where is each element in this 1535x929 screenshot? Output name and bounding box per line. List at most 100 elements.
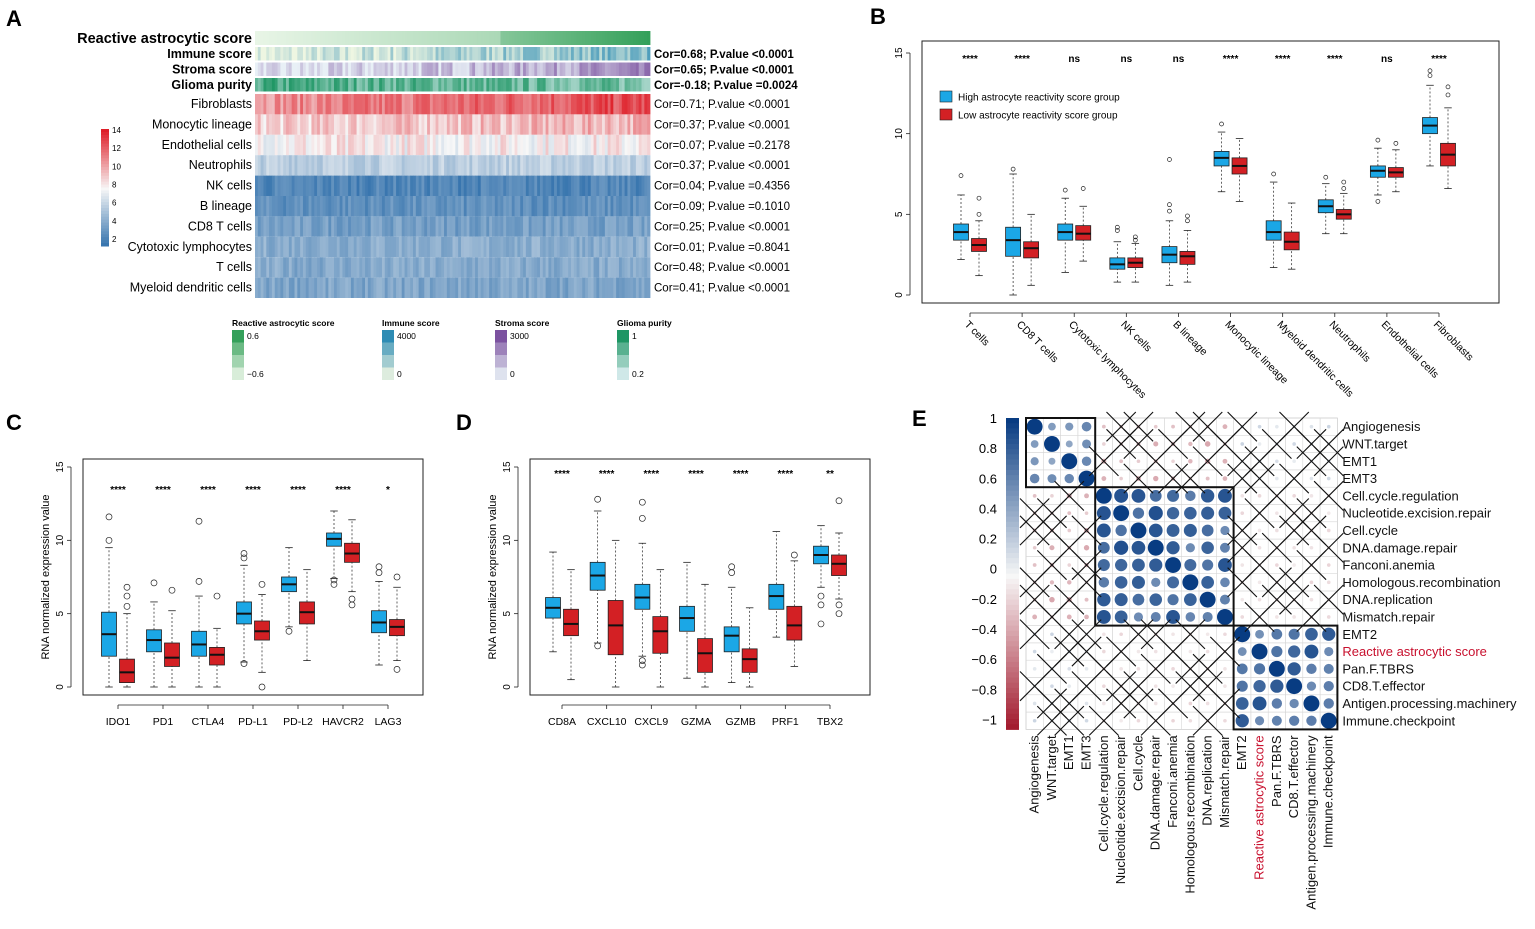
- heatmap-cell: [393, 94, 397, 115]
- heatmap-cell: [466, 257, 470, 278]
- correlation-circle: [1201, 524, 1214, 537]
- annotation-cell: [593, 78, 597, 92]
- colorbar-cell: [1006, 501, 1019, 507]
- colorbar-cell: [1006, 449, 1019, 455]
- score-cell: [446, 31, 451, 45]
- heatmap-cell: [641, 94, 645, 115]
- heatmap-cell: [647, 257, 651, 278]
- heatmap-cell: [410, 114, 414, 135]
- annotation-cell: [325, 47, 329, 61]
- colorbar-cell: [101, 190, 109, 194]
- heatmap-cell: [444, 216, 448, 237]
- heatmap-cell: [373, 155, 377, 176]
- heatmap-cell: [393, 257, 397, 278]
- heatmap-cell: [568, 114, 572, 135]
- heatmap-cell: [460, 175, 465, 196]
- heatmap-cell: [294, 94, 298, 115]
- heatmap-cell: [435, 236, 439, 258]
- annotation-cell: [432, 78, 436, 92]
- heatmap-cell: [534, 114, 538, 135]
- annotation-cell: [573, 62, 578, 76]
- heatmap-cell: [630, 114, 634, 135]
- heatmap-cell: [624, 236, 628, 258]
- heatmap-cell: [283, 155, 287, 176]
- heatmap-cell: [602, 94, 606, 115]
- heatmap-cell: [472, 114, 476, 135]
- correlation-circle: [1171, 424, 1175, 429]
- score-cell: [486, 31, 490, 45]
- heatmap-cell: [263, 277, 267, 298]
- heatmap-cell: [328, 277, 332, 298]
- heatmap-cell: [647, 196, 651, 217]
- heatmap-cell: [539, 236, 544, 258]
- heatmap-cell: [421, 175, 425, 196]
- score-cell: [362, 31, 366, 45]
- y-tick-label: 10: [55, 534, 66, 546]
- annotation-cell: [300, 78, 304, 92]
- heatmap-cell: [647, 114, 651, 135]
- heatmap-cell: [294, 134, 298, 156]
- row-label: Immune.checkpoint: [1342, 713, 1455, 728]
- annotation-cell: [300, 47, 304, 61]
- heatmap-cell: [587, 134, 592, 156]
- heatmap-cell: [458, 257, 462, 278]
- annotation-cell: [314, 78, 318, 92]
- nonsig-cross: [1036, 688, 1067, 719]
- heatmap-cell: [311, 94, 315, 115]
- heatmap-cell: [477, 257, 482, 278]
- box-low: [1023, 241, 1040, 259]
- heatmap-row-stat: Cor=0.41; P.value <0.0001: [654, 283, 790, 295]
- annotation-cell: [424, 62, 428, 76]
- heatmap-cell: [480, 94, 484, 115]
- annotation-cell: [525, 78, 530, 92]
- colorbar-cell: [1006, 480, 1019, 486]
- heatmap-cell: [573, 236, 578, 258]
- correlation-circle: [1323, 681, 1334, 692]
- heatmap-cell: [444, 134, 448, 156]
- heatmap-cell: [311, 277, 315, 298]
- heatmap-cell: [460, 236, 465, 258]
- heatmap-cell: [525, 175, 530, 196]
- heatmap-cell: [373, 134, 377, 156]
- heatmap-cell: [579, 155, 583, 176]
- heatmap-cell: [300, 134, 304, 156]
- heatmap-cell: [523, 155, 527, 176]
- heatmap-cell: [641, 277, 645, 298]
- heatmap-cell: [452, 257, 456, 278]
- heatmap-row-label: T cells: [216, 260, 252, 274]
- heatmap-cell: [489, 114, 493, 135]
- heatmap-cell: [548, 114, 552, 135]
- heatmap-cell: [523, 134, 527, 156]
- colorbar-tick: −0.2: [971, 592, 997, 607]
- annotation-cell: [602, 62, 606, 76]
- annotation-cell: [410, 62, 414, 76]
- heatmap-cell: [286, 155, 290, 176]
- annotation-cell: [353, 47, 357, 61]
- heatmap-cell: [573, 277, 578, 298]
- annotation-cell: [308, 47, 312, 61]
- heatmap-cell: [500, 196, 504, 217]
- annotation-cell: [404, 62, 408, 76]
- annotation-cell: [644, 78, 648, 92]
- annotation-cell: [582, 62, 586, 76]
- heatmap-cell: [458, 236, 462, 258]
- colorbar-cell: [1006, 599, 1019, 606]
- annotation-cell: [407, 62, 411, 76]
- heatmap-cell: [334, 257, 338, 278]
- heatmap-cell: [545, 114, 549, 135]
- heatmap-cell: [627, 216, 631, 237]
- heatmap-cell: [618, 277, 623, 298]
- annotation-cell: [438, 62, 442, 76]
- heatmap-cell: [370, 155, 374, 176]
- heatmap-cell: [579, 134, 583, 156]
- heatmap-cell: [477, 196, 482, 217]
- heatmap-cell: [255, 236, 259, 258]
- y-tick-label: 15: [894, 47, 905, 59]
- score-cell: [379, 31, 383, 45]
- annotation-cell: [260, 62, 264, 76]
- correlation-circle: [1240, 494, 1245, 498]
- heatmap-cell: [339, 277, 343, 298]
- heatmap-row-label: Fibroblasts: [191, 97, 252, 111]
- heatmap-cell: [266, 155, 270, 176]
- heatmap-cell: [500, 216, 504, 237]
